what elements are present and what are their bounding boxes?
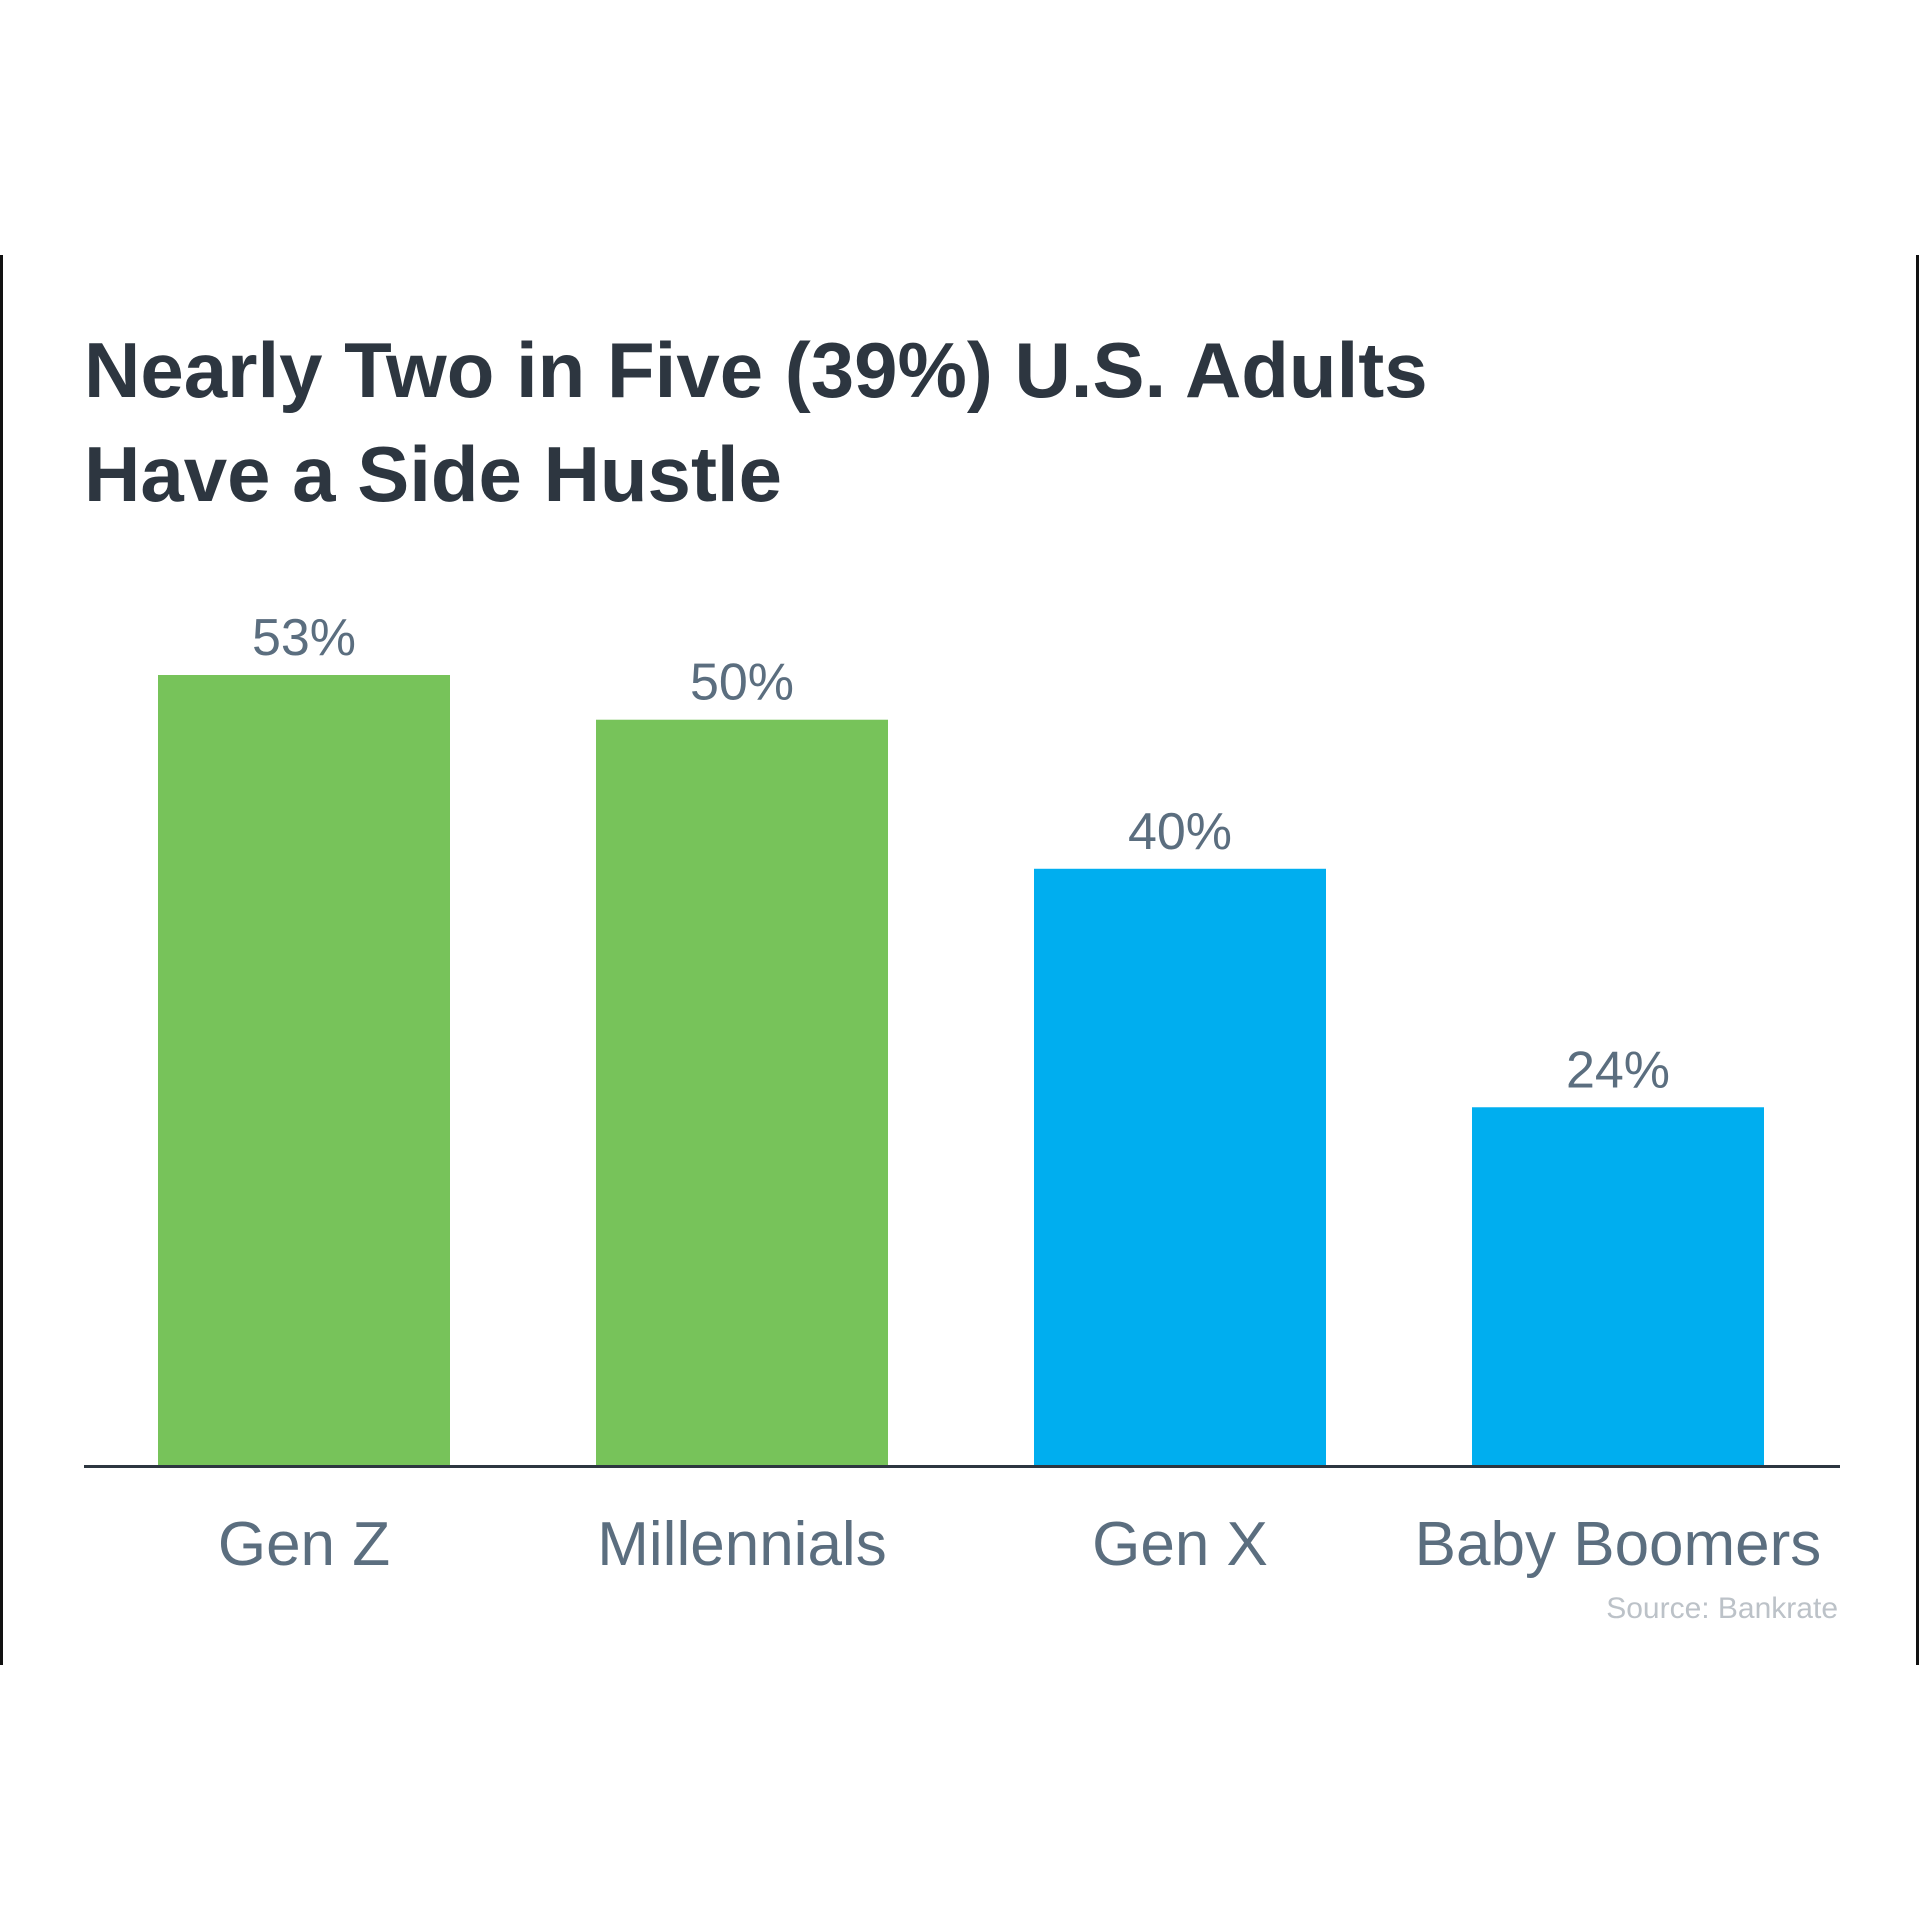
chart-title-line-1: Nearly Two in Five (39%) U.S. Adults: [84, 326, 1428, 414]
chart-title-line-2: Have a Side Hustle: [84, 430, 782, 518]
value-label: 24%: [1566, 1041, 1670, 1099]
category-label: Millennials: [597, 1510, 886, 1579]
category-label: Baby Boomers: [1415, 1510, 1822, 1579]
bar-chart: 53% Gen Z 50% Millennials 40% Gen X 24% Baby Bo…: [84, 609, 1840, 1579]
category-label: Gen X: [1092, 1510, 1268, 1579]
value-label: 40%: [1128, 803, 1232, 861]
bar-millennials: [596, 719, 888, 1465]
chart-title: Nearly Two in Five (39%) U.S. Adults Hav…: [84, 318, 1428, 526]
bar-baby-boomers: [1472, 1107, 1764, 1465]
value-label: 53%: [252, 609, 356, 667]
frame-left-border: [0, 255, 3, 1665]
frame-right-border: [1916, 255, 1919, 1665]
source-note: Source: Bankrate: [1606, 1592, 1838, 1625]
value-label: 50%: [690, 654, 794, 712]
bar-gen-z: [158, 675, 450, 1465]
bar-gen-x: [1034, 868, 1326, 1465]
category-label: Gen Z: [218, 1510, 390, 1579]
